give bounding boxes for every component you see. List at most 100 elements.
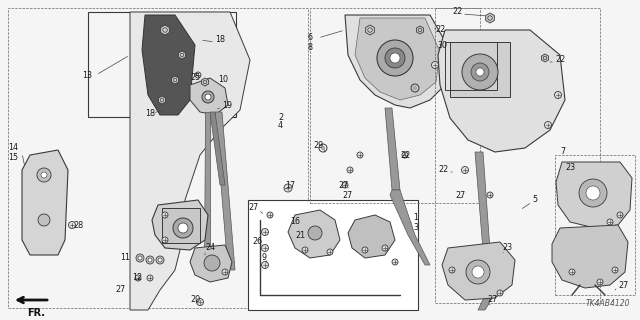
Polygon shape <box>288 210 340 258</box>
Circle shape <box>138 256 142 260</box>
Circle shape <box>462 54 498 90</box>
Text: FR.: FR. <box>27 308 45 318</box>
Text: 27: 27 <box>487 295 497 305</box>
Circle shape <box>173 218 193 238</box>
Bar <box>435 8 600 303</box>
Text: 1: 1 <box>413 213 418 222</box>
Circle shape <box>162 212 168 218</box>
Polygon shape <box>475 152 490 250</box>
Text: 7: 7 <box>560 148 565 156</box>
Circle shape <box>487 192 493 198</box>
Text: 20: 20 <box>190 295 200 305</box>
Text: 27: 27 <box>455 190 465 199</box>
Polygon shape <box>438 30 565 152</box>
Circle shape <box>222 269 228 275</box>
Circle shape <box>196 299 204 306</box>
Circle shape <box>146 256 154 264</box>
Circle shape <box>579 179 607 207</box>
Text: 10: 10 <box>218 76 228 84</box>
Polygon shape <box>385 108 400 190</box>
Circle shape <box>449 267 455 273</box>
Circle shape <box>156 256 164 264</box>
Bar <box>555 155 635 295</box>
Text: 26: 26 <box>252 237 262 246</box>
Circle shape <box>617 212 623 218</box>
Text: 27: 27 <box>618 281 628 290</box>
Polygon shape <box>552 225 628 288</box>
Polygon shape <box>190 245 232 282</box>
Text: 5: 5 <box>532 196 537 204</box>
Circle shape <box>554 92 561 99</box>
Circle shape <box>612 267 618 273</box>
Bar <box>310 8 480 203</box>
Polygon shape <box>190 78 228 115</box>
Circle shape <box>308 226 322 240</box>
Text: 28: 28 <box>73 220 83 229</box>
Text: 18: 18 <box>145 108 155 117</box>
Circle shape <box>267 212 273 218</box>
Text: 22: 22 <box>452 7 462 17</box>
Text: 25: 25 <box>190 73 200 82</box>
Polygon shape <box>348 215 395 258</box>
Text: 17: 17 <box>285 180 295 189</box>
Text: 23: 23 <box>502 244 512 252</box>
Polygon shape <box>355 18 440 100</box>
Circle shape <box>262 261 269 268</box>
Circle shape <box>382 245 388 251</box>
Polygon shape <box>417 26 424 34</box>
Polygon shape <box>204 112 210 270</box>
Text: 9: 9 <box>262 253 267 262</box>
Text: 29: 29 <box>313 140 323 149</box>
Text: 27: 27 <box>248 204 259 212</box>
Text: 22: 22 <box>400 150 410 159</box>
Polygon shape <box>210 112 225 185</box>
Circle shape <box>41 172 47 178</box>
Polygon shape <box>179 51 186 59</box>
Text: 15: 15 <box>8 154 18 163</box>
Circle shape <box>431 61 438 68</box>
Circle shape <box>135 275 141 281</box>
Circle shape <box>38 214 50 226</box>
Circle shape <box>205 94 211 100</box>
Text: 2: 2 <box>278 114 283 123</box>
Circle shape <box>471 63 489 81</box>
Circle shape <box>202 91 214 103</box>
Text: 30: 30 <box>437 41 447 50</box>
Bar <box>450 42 510 97</box>
Circle shape <box>321 146 325 150</box>
Text: 27: 27 <box>338 180 348 189</box>
Text: 12: 12 <box>132 274 142 283</box>
Circle shape <box>148 258 152 262</box>
Polygon shape <box>390 190 430 265</box>
Text: 3: 3 <box>413 223 418 233</box>
Circle shape <box>476 68 484 76</box>
Text: 11: 11 <box>120 253 130 262</box>
Text: TK4AB4120: TK4AB4120 <box>586 299 630 308</box>
Circle shape <box>162 237 168 243</box>
Polygon shape <box>345 15 450 108</box>
Text: 22: 22 <box>435 26 445 35</box>
Polygon shape <box>161 25 170 35</box>
Text: 4: 4 <box>278 122 283 131</box>
Circle shape <box>284 184 292 192</box>
Circle shape <box>586 186 600 200</box>
Polygon shape <box>556 162 632 228</box>
Text: 23: 23 <box>565 164 575 172</box>
Circle shape <box>392 259 398 265</box>
Text: 13: 13 <box>82 70 92 79</box>
Text: 6: 6 <box>308 34 313 43</box>
Bar <box>445 42 497 90</box>
Text: 14: 14 <box>8 143 18 153</box>
Circle shape <box>545 122 552 129</box>
Circle shape <box>357 152 363 158</box>
Polygon shape <box>486 13 494 23</box>
Circle shape <box>597 279 603 285</box>
Circle shape <box>68 221 76 228</box>
Circle shape <box>302 247 308 253</box>
Circle shape <box>136 254 144 262</box>
Circle shape <box>390 53 400 63</box>
Polygon shape <box>142 15 195 115</box>
Circle shape <box>262 228 269 236</box>
Circle shape <box>402 152 408 158</box>
Polygon shape <box>365 25 374 35</box>
